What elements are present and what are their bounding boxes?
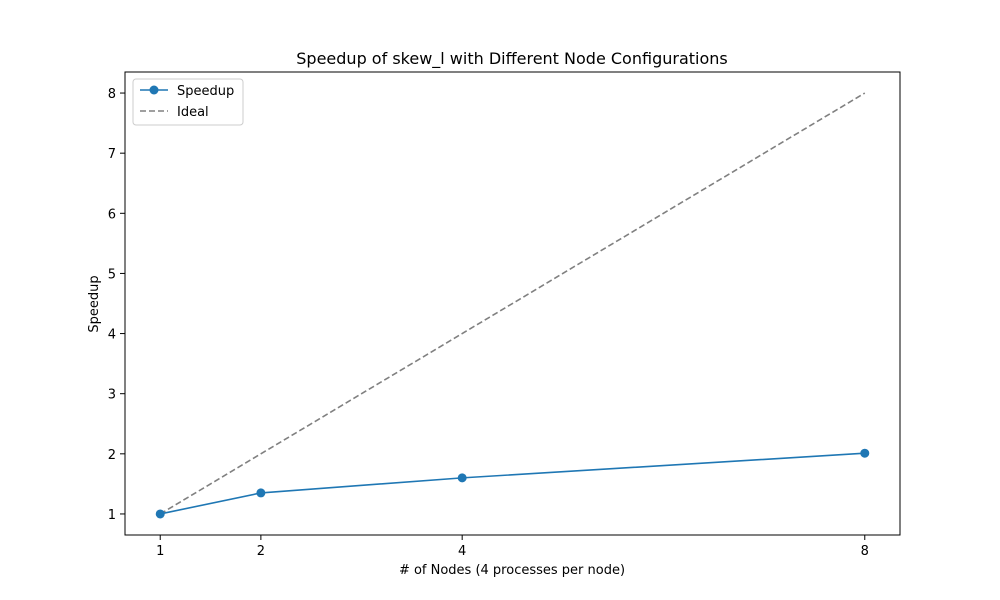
chart-title: Speedup of skew_l with Different Node Co…: [296, 49, 727, 69]
x-tick-label: 8: [861, 544, 869, 559]
legend-speedup-marker: [149, 85, 159, 95]
speedup-data-point: [256, 488, 266, 498]
legend: Speedup Ideal: [132, 78, 244, 126]
x-tick-label: 2: [257, 544, 265, 559]
x-axis-label: # of Nodes (4 processes per node): [399, 563, 625, 578]
y-tick-label: 6: [108, 207, 116, 222]
y-tick-label: 1: [108, 508, 116, 523]
plot-frame: [124, 71, 901, 536]
y-tick-label: 7: [108, 147, 116, 162]
speedup-data-point: [457, 473, 467, 483]
x-tick-label: 1: [156, 544, 164, 559]
y-tick-label: 3: [108, 388, 116, 403]
y-tick-label: 8: [108, 87, 116, 102]
y-axis-label: Speedup: [87, 275, 102, 332]
ideal-series-line: [159, 92, 866, 515]
speedup-data-point: [860, 448, 870, 458]
speedup-series-line: [160, 452, 865, 515]
speedup-data-point: [155, 509, 165, 519]
y-tick-label: 2: [108, 448, 116, 463]
y-tick-label: 4: [108, 328, 116, 343]
legend-ideal-label: Ideal: [177, 105, 209, 120]
y-tick-label: 5: [108, 267, 116, 282]
legend-speedup-label: Speedup: [177, 84, 234, 99]
x-tick-label: 4: [458, 544, 466, 559]
